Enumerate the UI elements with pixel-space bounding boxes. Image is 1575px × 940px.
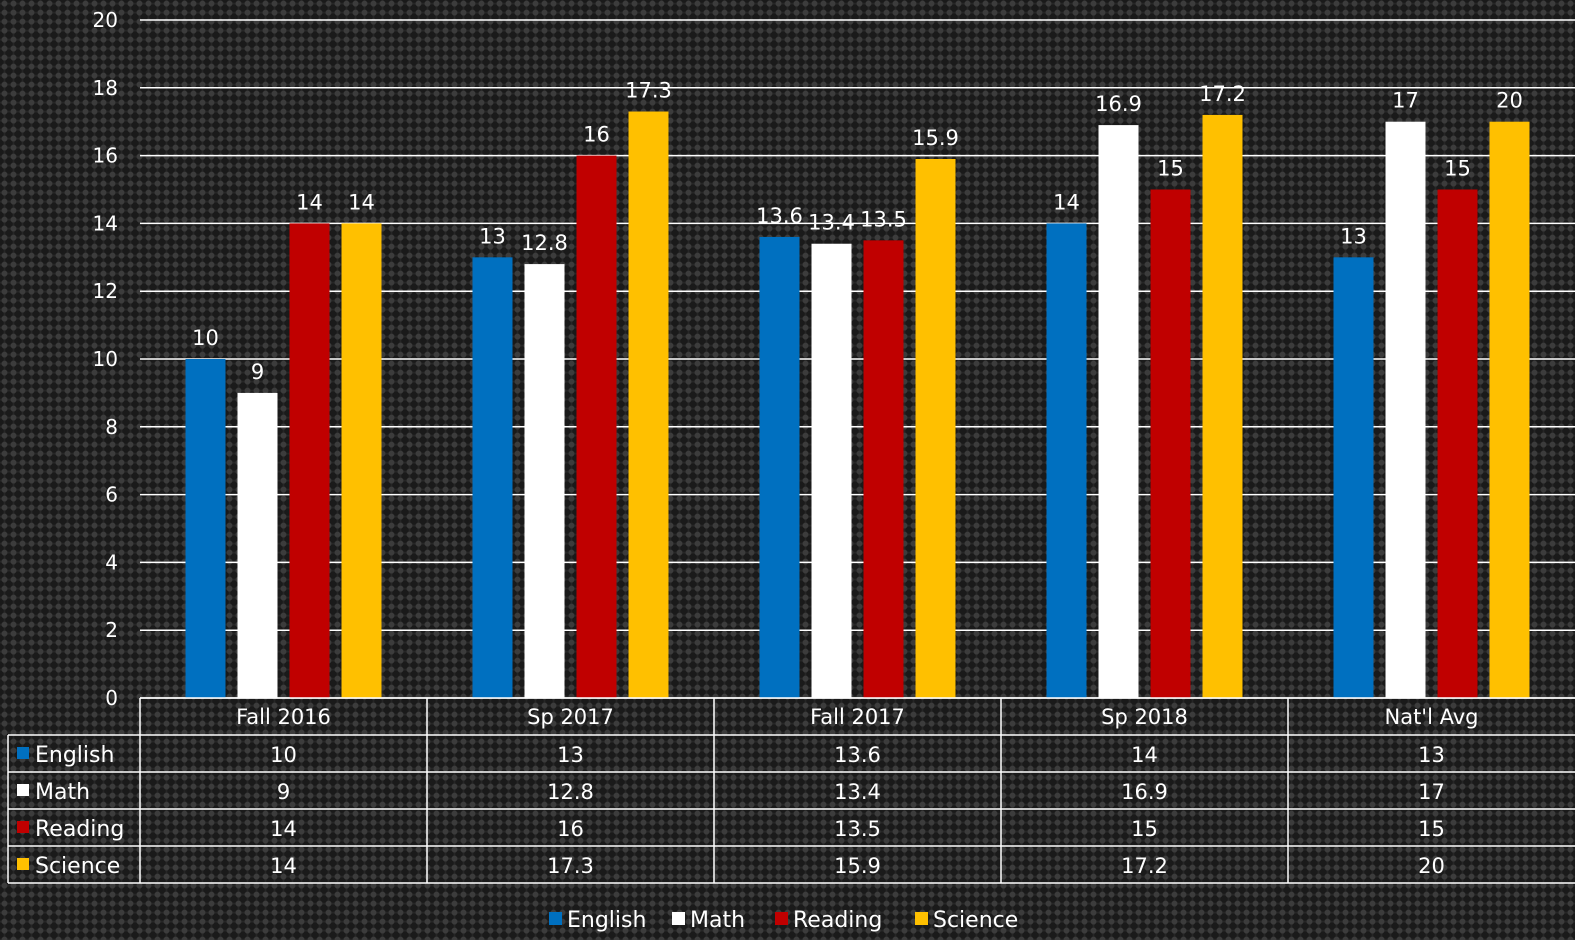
table-cell: 13.6 bbox=[834, 743, 881, 767]
legend-key[interactable] bbox=[915, 912, 928, 925]
legend-label: Reading bbox=[793, 908, 882, 933]
legend-label: English bbox=[567, 908, 646, 933]
table-cell: 17 bbox=[1418, 780, 1445, 804]
table-cell: 20 bbox=[1418, 854, 1445, 878]
table-cell: 13 bbox=[1418, 743, 1445, 767]
y-tick-label: 6 bbox=[105, 483, 118, 507]
table-legend-key bbox=[17, 784, 29, 796]
data-label: 13 bbox=[479, 224, 506, 248]
y-tick-label: 8 bbox=[105, 415, 118, 439]
bar-reading bbox=[289, 223, 330, 698]
legend-key[interactable] bbox=[672, 912, 685, 925]
bar-english bbox=[1333, 257, 1374, 698]
table-cell: 13.5 bbox=[834, 817, 881, 841]
table-header-3: Sp 2018 bbox=[1101, 705, 1188, 729]
bar-english bbox=[1046, 223, 1087, 698]
y-tick-label: 0 bbox=[105, 686, 118, 710]
table-cell: 15.9 bbox=[834, 854, 881, 878]
data-label: 13 bbox=[1340, 224, 1367, 248]
table-legend-key bbox=[17, 821, 29, 833]
table-header-4: Nat'l Avg bbox=[1385, 705, 1479, 729]
bar-english bbox=[759, 236, 800, 698]
data-label: 13.5 bbox=[860, 207, 907, 231]
bar-math bbox=[237, 392, 278, 698]
bar-science bbox=[341, 223, 382, 698]
y-tick-label: 16 bbox=[93, 144, 118, 168]
table-cell: 10 bbox=[270, 743, 297, 767]
table-cell: 17.3 bbox=[547, 854, 594, 878]
data-label: 12.8 bbox=[521, 231, 568, 255]
data-label: 14 bbox=[296, 190, 323, 214]
data-label: 9 bbox=[251, 360, 264, 384]
table-cell: 14 bbox=[270, 854, 297, 878]
legend-label: Science bbox=[933, 908, 1018, 933]
data-label: 16.9 bbox=[1095, 92, 1142, 116]
data-label: 15.9 bbox=[912, 126, 959, 150]
table-cell: 15 bbox=[1131, 817, 1158, 841]
data-label: 14 bbox=[348, 190, 375, 214]
y-tick-label: 18 bbox=[93, 76, 118, 100]
bar-science bbox=[1489, 121, 1530, 698]
y-tick-label: 10 bbox=[93, 347, 118, 371]
data-label: 17.2 bbox=[1199, 82, 1246, 106]
table-cell: 15 bbox=[1418, 817, 1445, 841]
table-cell: 12.8 bbox=[547, 780, 594, 804]
table-legend-key bbox=[17, 747, 29, 759]
table-cell: 17.2 bbox=[1121, 854, 1168, 878]
table-row-label: Math bbox=[35, 780, 90, 805]
data-label: 16 bbox=[583, 123, 610, 147]
table-cell: 16 bbox=[557, 817, 584, 841]
table-cell: 16.9 bbox=[1121, 780, 1168, 804]
y-tick-label: 20 bbox=[93, 8, 118, 32]
data-label: 17.3 bbox=[625, 79, 672, 103]
bar-english bbox=[472, 257, 513, 698]
bar-science bbox=[628, 111, 669, 698]
table-row-label: English bbox=[35, 743, 114, 768]
data-label: 15 bbox=[1444, 157, 1471, 181]
bar-math bbox=[524, 264, 565, 698]
bar-math bbox=[1385, 121, 1426, 698]
table-cell: 13 bbox=[557, 743, 584, 767]
bar-reading bbox=[576, 155, 617, 699]
data-label: 15 bbox=[1157, 157, 1184, 181]
data-label: 10 bbox=[192, 326, 219, 350]
table-cell: 13.4 bbox=[834, 780, 881, 804]
bar-science bbox=[915, 158, 956, 699]
y-tick-label: 14 bbox=[93, 211, 118, 235]
data-label: 14 bbox=[1053, 190, 1080, 214]
data-label: 17 bbox=[1392, 89, 1419, 113]
bar-reading bbox=[1150, 189, 1191, 698]
table-row-label: Reading bbox=[35, 817, 124, 842]
table-header-0: Fall 2016 bbox=[236, 705, 331, 729]
table-cell: 14 bbox=[270, 817, 297, 841]
legend-label: Math bbox=[690, 908, 745, 933]
y-tick-label: 12 bbox=[93, 279, 118, 303]
bar-reading bbox=[863, 240, 904, 698]
data-label: 13.4 bbox=[808, 211, 855, 235]
table-cell: 14 bbox=[1131, 743, 1158, 767]
table-legend-key bbox=[17, 858, 29, 870]
table-row-label: Science bbox=[35, 854, 120, 879]
bar-math bbox=[811, 243, 852, 699]
bar-science bbox=[1202, 114, 1243, 699]
table-header-1: Sp 2017 bbox=[527, 705, 614, 729]
table-cell: 9 bbox=[277, 780, 290, 804]
bar-reading bbox=[1437, 189, 1478, 698]
data-label: 13.6 bbox=[756, 204, 803, 228]
bar-math bbox=[1098, 125, 1139, 699]
legend-key[interactable] bbox=[549, 912, 562, 925]
y-tick-label: 4 bbox=[105, 550, 118, 574]
data-label: 20 bbox=[1496, 89, 1523, 113]
table-header-2: Fall 2017 bbox=[810, 705, 905, 729]
bar-english bbox=[185, 359, 226, 698]
legend-key[interactable] bbox=[775, 912, 788, 925]
y-tick-label: 2 bbox=[105, 618, 118, 642]
